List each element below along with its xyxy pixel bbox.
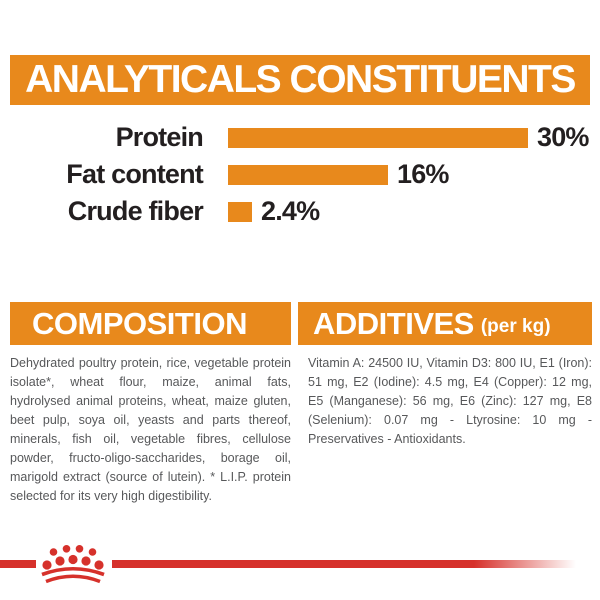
footer-line — [0, 560, 600, 568]
composition-section: COMPOSITION Dehydrated poultry protein, … — [10, 302, 291, 506]
bar-row: Crude fiber 2.4% — [10, 193, 590, 230]
protein-bar — [228, 127, 528, 148]
crude-fiber-bar — [228, 201, 252, 222]
info-columns: COMPOSITION Dehydrated poultry protein, … — [10, 302, 592, 506]
bar-row: Fat content 16% — [10, 156, 590, 193]
analyticals-header: ANALYTICALS CONSTITUENTS — [10, 55, 590, 105]
additives-section: ADDITIVES (per kg) Vitamin A: 24500 IU, … — [298, 302, 592, 506]
bar-label-protein: Protein — [115, 122, 204, 152]
additives-unit-label: (per kg) — [480, 316, 551, 337]
analytical-constituents-chart: Protein 30% Fat content 16% Crude fiber … — [10, 119, 590, 230]
composition-header: COMPOSITION — [10, 302, 291, 345]
additives-text: Vitamin A: 24500 IU, Vitamin D3: 800 IU,… — [308, 356, 592, 446]
logo-plate — [36, 544, 112, 584]
protein-bar-value: 30% — [537, 122, 589, 152]
additives-title: ADDITIVES — [313, 305, 474, 341]
fat-content-bar — [228, 164, 388, 185]
composition-title: COMPOSITION — [32, 305, 247, 341]
fat-content-bar-value: 16% — [397, 159, 449, 189]
royal-canin-crown-icon — [41, 545, 105, 584]
bar-row: Protein 30% — [10, 119, 590, 156]
additives-header: ADDITIVES (per kg) — [298, 302, 592, 345]
bar-label-fat-content: Fat content — [66, 159, 204, 189]
crude-fiber-bar-value: 2.4% — [261, 196, 320, 226]
brand-footer — [0, 544, 600, 584]
composition-text: Dehydrated poultry protein, rice, vegeta… — [10, 356, 291, 503]
bar-label-crude-fiber: Crude fiber — [67, 196, 204, 226]
